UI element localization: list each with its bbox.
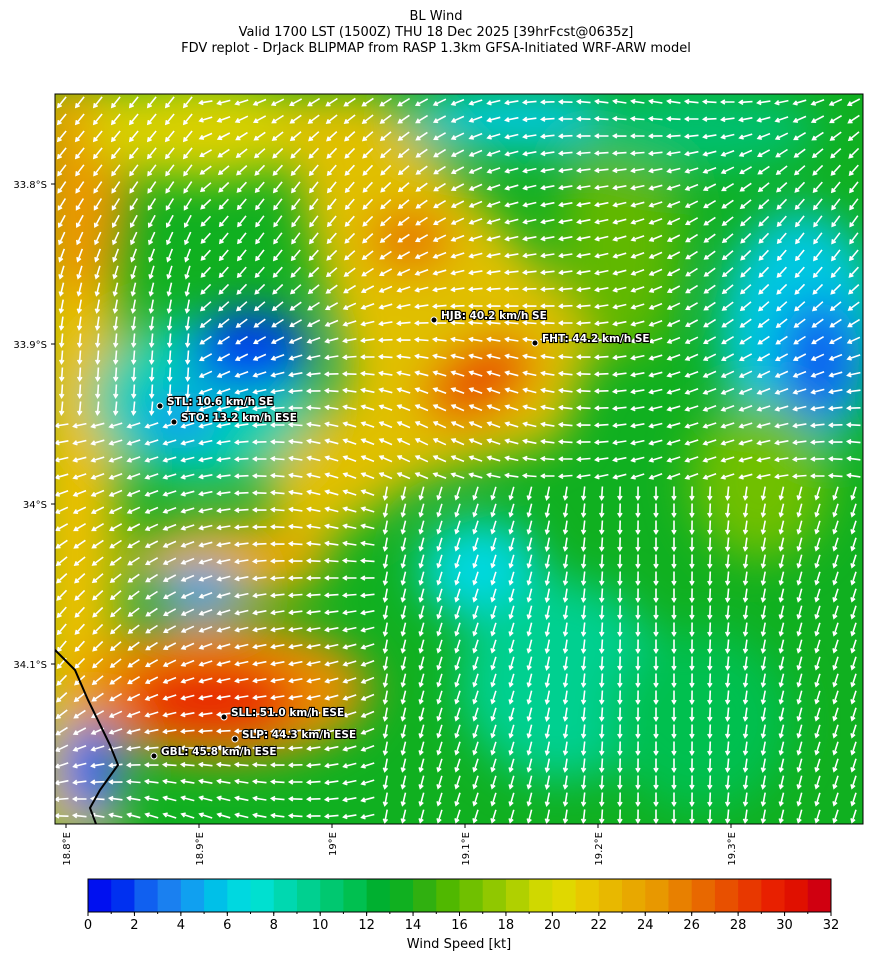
- station-dot: [531, 339, 539, 347]
- colorbar-swatch: [575, 879, 600, 912]
- colorbar-swatch: [505, 879, 530, 912]
- colorbar-swatch: [691, 879, 716, 912]
- colorbar-swatch: [807, 879, 832, 912]
- colorbar-tick-label: 28: [730, 918, 747, 933]
- colorbar-tick-label: 18: [498, 918, 515, 933]
- colorbar-tick-label: 2: [130, 918, 138, 933]
- colorbar-swatch: [157, 879, 182, 912]
- source: FDV replot - DrJack BLIPMAP from RASP 1.…: [181, 41, 691, 56]
- map: HJB: 40.2 km/h SE FHT: 44.2 km/h SE STL: 1…: [55, 94, 863, 824]
- station-dot: [231, 735, 239, 743]
- colorbar-swatch: [482, 879, 507, 912]
- colorbar-tick-label: 10: [312, 918, 329, 933]
- colorbar-tick-label: 14: [405, 918, 422, 933]
- colorbar-swatch: [134, 879, 159, 912]
- colorbar-swatch: [227, 879, 252, 912]
- lat-label: 34.1°S: [13, 660, 47, 671]
- colorbar-tick-label: 8: [270, 918, 278, 933]
- colorbar-swatch: [389, 879, 414, 912]
- colorbar-tick-label: 20: [544, 918, 561, 933]
- colorbar-tick-label: 24: [637, 918, 654, 933]
- colorbar-tick-label: 16: [451, 918, 468, 933]
- station-label: STO: 13.2 km/h ESE: [181, 412, 297, 424]
- colorbar-swatch: [343, 879, 368, 912]
- stations: HJB: 40.2 km/h SE FHT: 44.2 km/h SE STL: 1…: [150, 309, 651, 760]
- station-label: SLL: 51.0 km/h ESE: [231, 707, 344, 719]
- wind-field: [55, 94, 863, 824]
- station-label: GBL: 45.8 km/h ESE: [161, 746, 277, 758]
- colorbar-swatch: [738, 879, 762, 912]
- colorbar-tick-label: 26: [683, 918, 700, 933]
- title: BL Wind: [410, 9, 463, 24]
- colorbar-swatch: [250, 879, 275, 912]
- axes: 33.8°S 33.9°S 34°S 34.1°S 18.8°E 18.9°E 19°E 19…: [13, 180, 738, 866]
- colorbar-swatch: [784, 879, 809, 912]
- lon-label: 18.8°E: [62, 832, 73, 866]
- colorbar-swatch: [529, 879, 553, 912]
- colorbar-swatch: [88, 879, 112, 912]
- map-frame: [54, 93, 864, 825]
- station-dot: [170, 418, 178, 426]
- station-dot: [430, 316, 438, 324]
- lon-label: 19°E: [328, 832, 339, 856]
- station-label: SLP: 44.3 km/h ESE: [242, 729, 356, 741]
- colorbar-swatch: [459, 879, 484, 912]
- lat-label: 33.9°S: [13, 340, 47, 351]
- station-label: STL: 10.6 km/h SE: [167, 396, 273, 408]
- colorbar-swatch: [204, 879, 228, 912]
- station-label: HJB: 40.2 km/h SE: [441, 310, 547, 322]
- colorbar-swatch: [111, 879, 135, 912]
- colorbar-swatch: [598, 879, 623, 912]
- colorbar-tick-label: 30: [776, 918, 793, 933]
- coastline: [55, 649, 120, 824]
- colorbar-swatch: [668, 879, 693, 912]
- subtitle: Valid 1700 LST (1500Z) THU 18 Dec 2025 […: [239, 25, 634, 40]
- colorbar-swatch: [645, 879, 669, 912]
- colorbar-tick-label: 0: [84, 918, 92, 933]
- station-dot: [150, 752, 158, 760]
- colorbar-tick-label: 12: [358, 918, 375, 933]
- station-label: FHT: 44.2 km/h SE: [542, 333, 650, 345]
- lon-label: 19.3°E: [727, 832, 738, 866]
- lon-label: 19.1°E: [461, 832, 472, 866]
- colorbar-label: Wind Speed [kt]: [407, 937, 511, 952]
- colorbar-swatch: [413, 879, 437, 912]
- colorbar-swatch: [552, 879, 577, 912]
- colorbar-tick-label: 32: [823, 918, 840, 933]
- lon-label: 18.9°E: [195, 832, 206, 866]
- colorbar-tick-label: 22: [591, 918, 608, 933]
- colorbar-swatch: [273, 879, 298, 912]
- colorbar-swatch: [366, 879, 391, 912]
- colorbar-swatch: [622, 879, 646, 912]
- colorbar-swatch: [320, 879, 344, 912]
- colorbar-swatch: [180, 879, 205, 912]
- lon-label: 19.2°E: [594, 832, 605, 866]
- colorbar-swatch: [761, 879, 786, 912]
- colorbar-swatch: [296, 879, 321, 912]
- station-dot: [156, 402, 164, 410]
- colorbar-tick-label: 6: [223, 918, 231, 933]
- colorbar-swatch: [436, 879, 460, 912]
- colorbar-swatch: [714, 879, 739, 912]
- lat-label: 34°S: [23, 500, 47, 511]
- lat-label: 33.8°S: [13, 180, 47, 191]
- station-dot: [220, 713, 228, 721]
- wind-arrows: [55, 96, 861, 824]
- colorbar: 0 2 4 6 8 10 12 14 16 18 20 22 24 26 28 30 32: [84, 878, 840, 933]
- colorbar-tick-label: 4: [177, 918, 185, 933]
